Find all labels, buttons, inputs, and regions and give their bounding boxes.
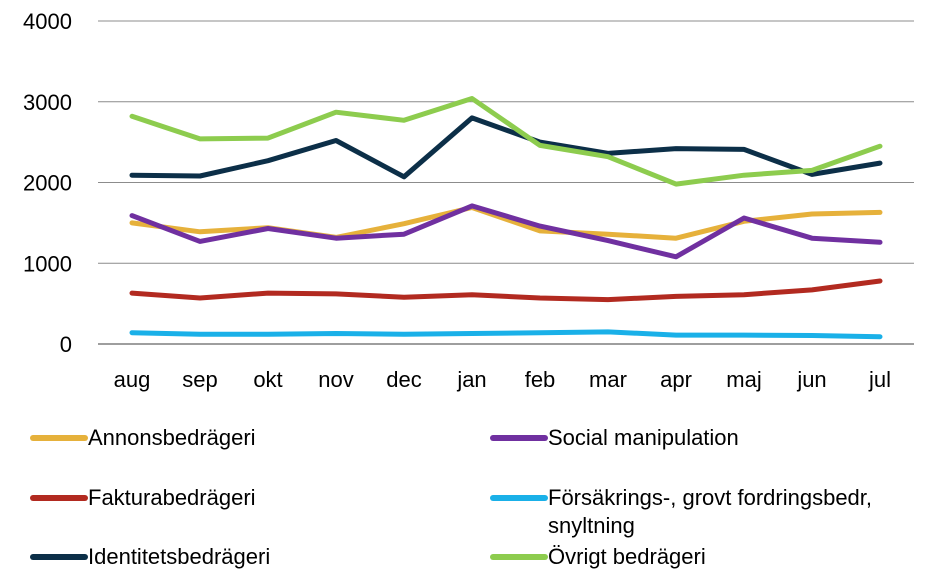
legend-item-social-manipulation: Social manipulation (490, 424, 739, 452)
x-tick-label: apr (660, 367, 692, 392)
series-line (129, 115, 883, 180)
series-line (129, 329, 883, 340)
x-tick-label: nov (318, 367, 353, 392)
legend-label: Försäkrings-, grovt fordringsbedr, snylt… (548, 485, 873, 538)
x-tick-label: aug (114, 367, 151, 392)
legend-swatch (30, 495, 88, 501)
legend-label: Fakturabedrägeri (88, 485, 256, 510)
x-tick-label: feb (525, 367, 556, 392)
y-axis-ticks: 0 1000 2000 3000 4000 (23, 9, 72, 357)
gridlines (98, 20, 914, 345)
legend-swatch (490, 435, 548, 441)
legend-item-forsakrings: Försäkrings-, grovt fordringsbedr, snylt… (490, 484, 940, 540)
y-tick-label: 3000 (23, 90, 72, 115)
legend-item-fakturabedrageri: Fakturabedrägeri (30, 484, 256, 512)
legend-label: Annonsbedrägeri (88, 425, 256, 450)
legend-swatch (30, 435, 88, 441)
series-lines (129, 96, 883, 340)
legend-label: Identitetsbedrägeri (88, 544, 271, 569)
legend-item-ovrigt-bedrageri: Övrigt bedrägeri (490, 543, 706, 571)
x-tick-label: jan (456, 367, 486, 392)
y-tick-label: 1000 (23, 251, 72, 276)
x-tick-label: jun (796, 367, 826, 392)
x-tick-label: okt (253, 367, 282, 392)
x-tick-label: mar (589, 367, 627, 392)
x-tick-label: maj (726, 367, 761, 392)
legend-label: Social manipulation (548, 425, 739, 450)
x-tick-label: dec (386, 367, 421, 392)
x-tick-label: jul (868, 367, 891, 392)
series-line (129, 278, 883, 303)
legend-swatch (490, 554, 548, 560)
y-tick-label: 2000 (23, 171, 72, 196)
x-tick-label: sep (182, 367, 217, 392)
legend-swatch (490, 495, 548, 501)
legend-item-identitetsbedrageri: Identitetsbedrägeri (30, 543, 270, 571)
legend-swatch (30, 554, 88, 560)
series-line (129, 96, 883, 187)
legend-label: Övrigt bedrägeri (548, 544, 706, 569)
series-line (129, 203, 883, 260)
y-tick-label: 4000 (23, 9, 72, 34)
legend-item-annonsbedrageri: Annonsbedrägeri (30, 424, 256, 452)
y-tick-label: 0 (60, 332, 72, 357)
x-axis-ticks: aug sep okt nov dec jan feb mar apr maj jun jul (114, 367, 891, 392)
